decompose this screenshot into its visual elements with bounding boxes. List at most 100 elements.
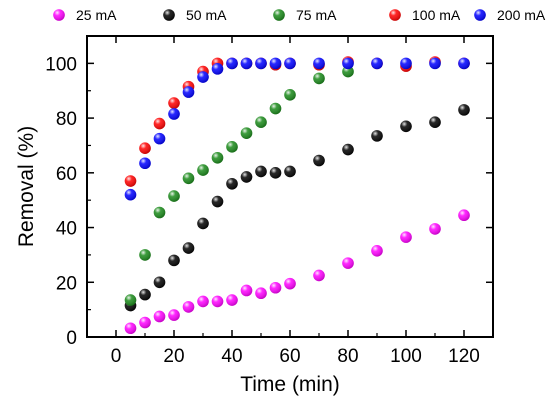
point-shine <box>240 171 253 183</box>
point-shine <box>197 164 209 176</box>
point-shine <box>240 127 253 139</box>
point-shine <box>342 57 354 70</box>
y-tick-label: 40 <box>56 219 77 240</box>
point-shine <box>255 287 267 300</box>
series-75-ma <box>124 65 354 306</box>
point-shine <box>168 108 180 120</box>
point-shine <box>400 231 412 243</box>
y-axis-label: Removal (%) <box>15 126 38 247</box>
legend-marker-shine <box>53 9 65 21</box>
x-axis: 0 20 40 60 80 100 120 <box>111 36 480 367</box>
y-tick-label: 100 <box>45 54 77 75</box>
point-shine <box>313 72 325 85</box>
legend-item-75-ma: 75 mA <box>273 7 337 23</box>
legend-item-50-ma: 50 mA <box>163 7 227 23</box>
point-shine <box>429 57 441 70</box>
point-shine <box>269 167 282 179</box>
point-shine <box>313 57 325 70</box>
point-shine <box>182 172 195 185</box>
legend-marker-shine <box>389 9 401 21</box>
point-shine <box>342 65 354 78</box>
point-shine <box>429 223 441 235</box>
point-shine <box>124 322 137 335</box>
legend-label: 200 mA <box>497 7 546 23</box>
x-axis-label: Time (min) <box>240 373 340 396</box>
series-200-ma <box>124 57 470 201</box>
point-shine <box>182 86 195 98</box>
x-tick-label: 40 <box>221 346 242 367</box>
point-shine <box>124 175 137 187</box>
point-shine <box>139 157 151 170</box>
point-shine <box>168 190 180 202</box>
series-100-ma <box>124 56 470 187</box>
point-shine <box>124 294 137 306</box>
point-shine <box>284 165 296 178</box>
data-points <box>124 56 470 335</box>
point-shine <box>269 57 282 70</box>
point-shine <box>313 154 325 167</box>
legend-label: 100 mA <box>412 7 461 23</box>
point-shine <box>168 309 180 321</box>
x-tick-label: 0 <box>111 346 122 367</box>
y-tick-label: 60 <box>56 164 77 185</box>
point-shine <box>284 277 296 290</box>
point-shine <box>153 132 166 145</box>
point-shine <box>124 188 137 201</box>
point-shine <box>226 294 238 306</box>
point-shine <box>342 257 354 269</box>
point-shine <box>240 284 253 297</box>
point-shine <box>139 249 151 261</box>
point-shine <box>153 206 166 219</box>
point-shine <box>226 141 238 153</box>
point-shine <box>211 295 224 308</box>
x-tick-label: 80 <box>337 346 358 367</box>
series-25-ma <box>124 209 470 335</box>
point-shine <box>255 165 267 178</box>
point-shine <box>313 269 325 282</box>
point-shine <box>255 57 267 70</box>
point-shine <box>240 57 253 70</box>
point-shine <box>182 301 195 313</box>
x-tick-label: 100 <box>390 346 422 367</box>
point-shine <box>168 97 180 109</box>
legend-marker-shine <box>273 9 285 21</box>
point-shine <box>139 288 151 301</box>
point-shine <box>211 151 224 164</box>
legend-item-200-ma: 200 mA <box>474 7 546 23</box>
point-shine <box>371 57 383 70</box>
point-shine <box>153 276 166 289</box>
point-shine <box>371 245 383 257</box>
point-shine <box>371 130 383 142</box>
point-shine <box>168 254 180 267</box>
x-tick-label: 120 <box>448 346 480 367</box>
point-shine <box>139 316 151 329</box>
point-shine <box>269 281 282 294</box>
point-shine <box>197 217 209 230</box>
legend-marker-shine <box>474 9 486 21</box>
legend-item-25-ma: 25 mA <box>53 7 117 23</box>
point-shine <box>458 57 470 70</box>
point-shine <box>284 57 296 70</box>
x-tick-label: 60 <box>279 346 300 367</box>
y-axis: 0 20 40 60 80 100 <box>45 54 493 349</box>
point-shine <box>226 57 238 70</box>
legend-label: 25 mA <box>76 7 117 23</box>
legend-item-100-ma: 100 mA <box>389 7 461 23</box>
point-shine <box>458 209 470 222</box>
legend-label: 75 mA <box>296 7 337 23</box>
y-tick-label: 0 <box>66 328 77 349</box>
legend: 25 mA 50 mA 75 mA 100 mA 200 mA <box>53 7 546 23</box>
point-shine <box>153 117 166 130</box>
point-shine <box>182 242 195 254</box>
y-tick-label: 20 <box>56 273 77 294</box>
point-shine <box>139 142 151 154</box>
point-shine <box>211 195 224 208</box>
point-shine <box>153 310 166 323</box>
legend-marker-shine <box>163 9 175 21</box>
point-shine <box>211 63 224 75</box>
y-tick-label: 80 <box>56 109 77 130</box>
point-shine <box>342 143 354 156</box>
point-shine <box>197 295 209 308</box>
point-shine <box>269 102 282 115</box>
